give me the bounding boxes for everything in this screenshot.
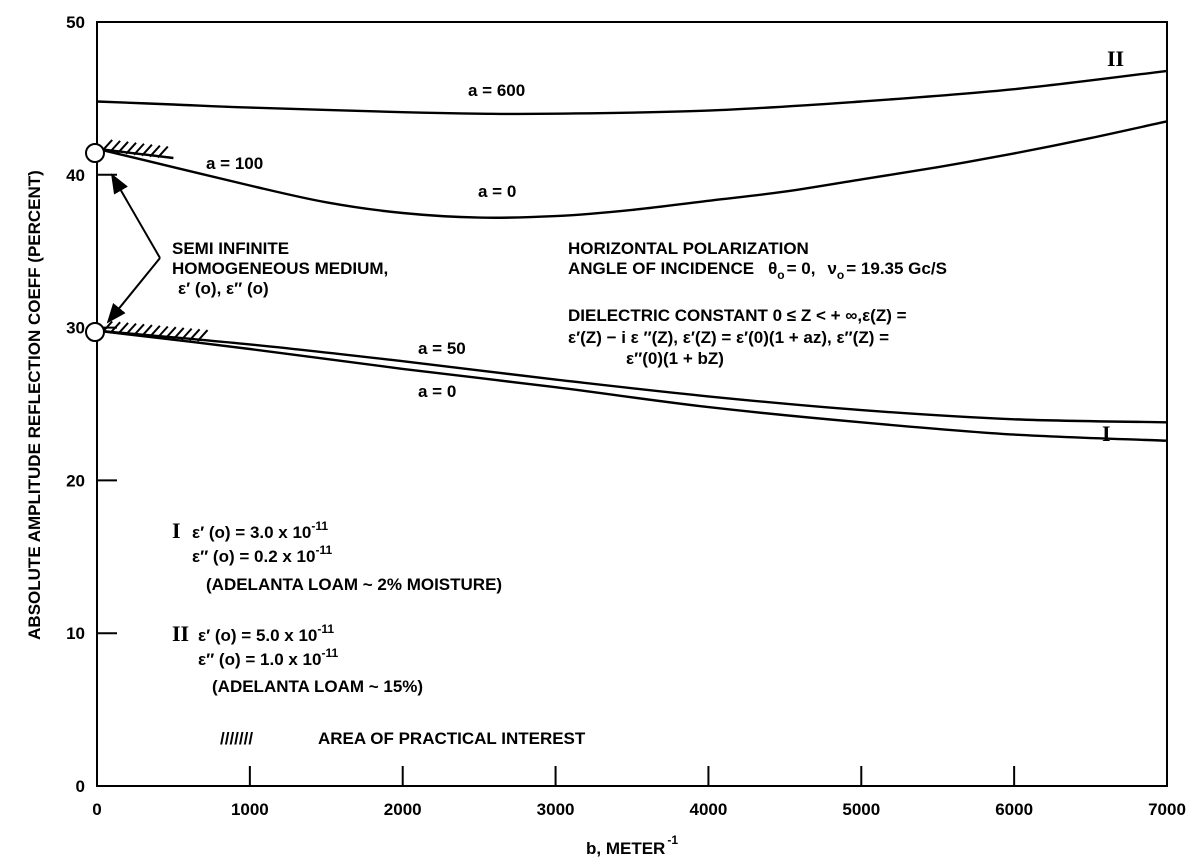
- y-tick-label: 0: [76, 777, 85, 796]
- hatch-mark: [157, 325, 169, 339]
- curve-group-label-i: I: [1102, 421, 1111, 446]
- x-axis-title: b, METER -1: [586, 833, 678, 858]
- x-tick-label: 4000: [690, 800, 728, 819]
- y-tick-labels: 0 10 20 30 40 50: [66, 13, 85, 796]
- legend-i-numeral: I: [172, 518, 181, 543]
- medium-note-line3: ε′ (o), ε″ (o): [178, 279, 269, 298]
- y-axis-title: ABSOLUTE AMPLITUDE REFLECTION COEFF (PER…: [25, 170, 44, 640]
- hatch-legend-symbol: ///////: [220, 729, 253, 748]
- x-tick-label: 2000: [384, 800, 422, 819]
- medium-point-i: [85, 322, 105, 342]
- x-tick-label: 6000: [995, 800, 1033, 819]
- conditions-line4: ε′(Z) − i ε ″(Z), ε′(Z) = ε′(0)(1 + az),…: [568, 328, 889, 347]
- hatch-mark: [117, 322, 129, 335]
- legend-ii-eps1: ε′ (o) = 5.0 x 10-11: [198, 622, 334, 645]
- legend-i-note: (ADELANTA LOAM ~ 2% MOISTURE): [206, 575, 502, 594]
- curve-label-a0-lower: a = 0: [418, 382, 456, 401]
- legend-ii-numeral: II: [172, 621, 189, 646]
- hatch-mark: [125, 322, 137, 336]
- x-tick-label: 0: [92, 800, 101, 819]
- hatch-mark: [109, 321, 121, 334]
- conditions-line3: DIELECTRIC CONSTANT 0 ≤ Z < + ∞,ε(Z) =: [568, 306, 907, 325]
- medium-note-line1: SEMI INFINITE: [172, 239, 289, 258]
- legend-ii-eps2: ε″ (o) = 1.0 x 10-11: [198, 646, 338, 669]
- series-line-ii-a0-2: [96, 120, 1168, 219]
- x-tick-label: 3000: [537, 800, 575, 819]
- series-line-i-a0-4: [96, 329, 1168, 442]
- series-line-ii-a600-0: [96, 69, 1168, 116]
- curve-label-a50: a = 50: [418, 339, 466, 358]
- x-tick-label: 1000: [231, 800, 269, 819]
- y-tick-label: 20: [66, 471, 85, 490]
- y-tick-label: 10: [66, 624, 85, 643]
- hatch-layer: [101, 139, 209, 342]
- hatch-mark: [141, 144, 153, 157]
- hatch-mark: [196, 329, 209, 342]
- x-tick-label: 5000: [842, 800, 880, 819]
- hatch-mark: [149, 325, 161, 338]
- x-tick-label: 7000: [1148, 800, 1186, 819]
- hatch-mark: [157, 145, 169, 159]
- curve-label-a100: a = 100: [206, 154, 263, 173]
- conditions-line1: HORIZONTAL POLARIZATION: [568, 239, 809, 258]
- y-tick-label: 50: [66, 13, 85, 32]
- legend-ii-note: (ADELANTA LOAM ~ 15%): [212, 677, 423, 696]
- conditions-line2: ANGLE OF INCIDENCE θo = 0, νo = 19.35 Gc/S: [568, 259, 947, 282]
- medium-arrow-upper: [110, 173, 161, 259]
- series-layer: [96, 69, 1168, 442]
- hatch-mark: [133, 323, 145, 337]
- curve-label-a0-upper: a = 0: [478, 182, 516, 201]
- hatch-mark: [180, 327, 193, 341]
- plot-frame: [96, 21, 1168, 787]
- legend-i-eps2: ε″ (o) = 0.2 x 10-11: [192, 543, 332, 566]
- hatch-mark: [141, 324, 153, 337]
- medium-arrow-lower: [106, 257, 161, 324]
- y-tick-label: 30: [66, 319, 85, 338]
- hatch-legend-label: AREA OF PRACTICAL INTEREST: [318, 729, 586, 748]
- hatch-mark: [125, 142, 137, 155]
- hatch-mark: [172, 327, 185, 340]
- series-line-i-a50-3: [96, 329, 1168, 424]
- hatch-mark: [188, 328, 201, 342]
- curve-group-label-ii: II: [1107, 46, 1124, 71]
- hatch-mark: [117, 141, 129, 154]
- conditions-line5: ε″(0)(1 + bZ): [626, 349, 724, 368]
- hatch-mark: [165, 326, 177, 339]
- medium-point-ii: [85, 143, 105, 163]
- x-tick-labels: 0 1000 2000 3000 4000 5000 6000 7000: [92, 800, 1186, 819]
- medium-note-line2: HOMOGENEOUS MEDIUM,: [172, 259, 388, 278]
- hatch-mark: [109, 140, 121, 153]
- curve-label-a600: a = 600: [468, 81, 525, 100]
- hatch-mark: [133, 143, 145, 156]
- hatch-mark: [149, 144, 161, 158]
- y-tick-label: 40: [66, 166, 85, 185]
- legend-i-eps1: ε′ (o) = 3.0 x 10-11: [192, 519, 328, 542]
